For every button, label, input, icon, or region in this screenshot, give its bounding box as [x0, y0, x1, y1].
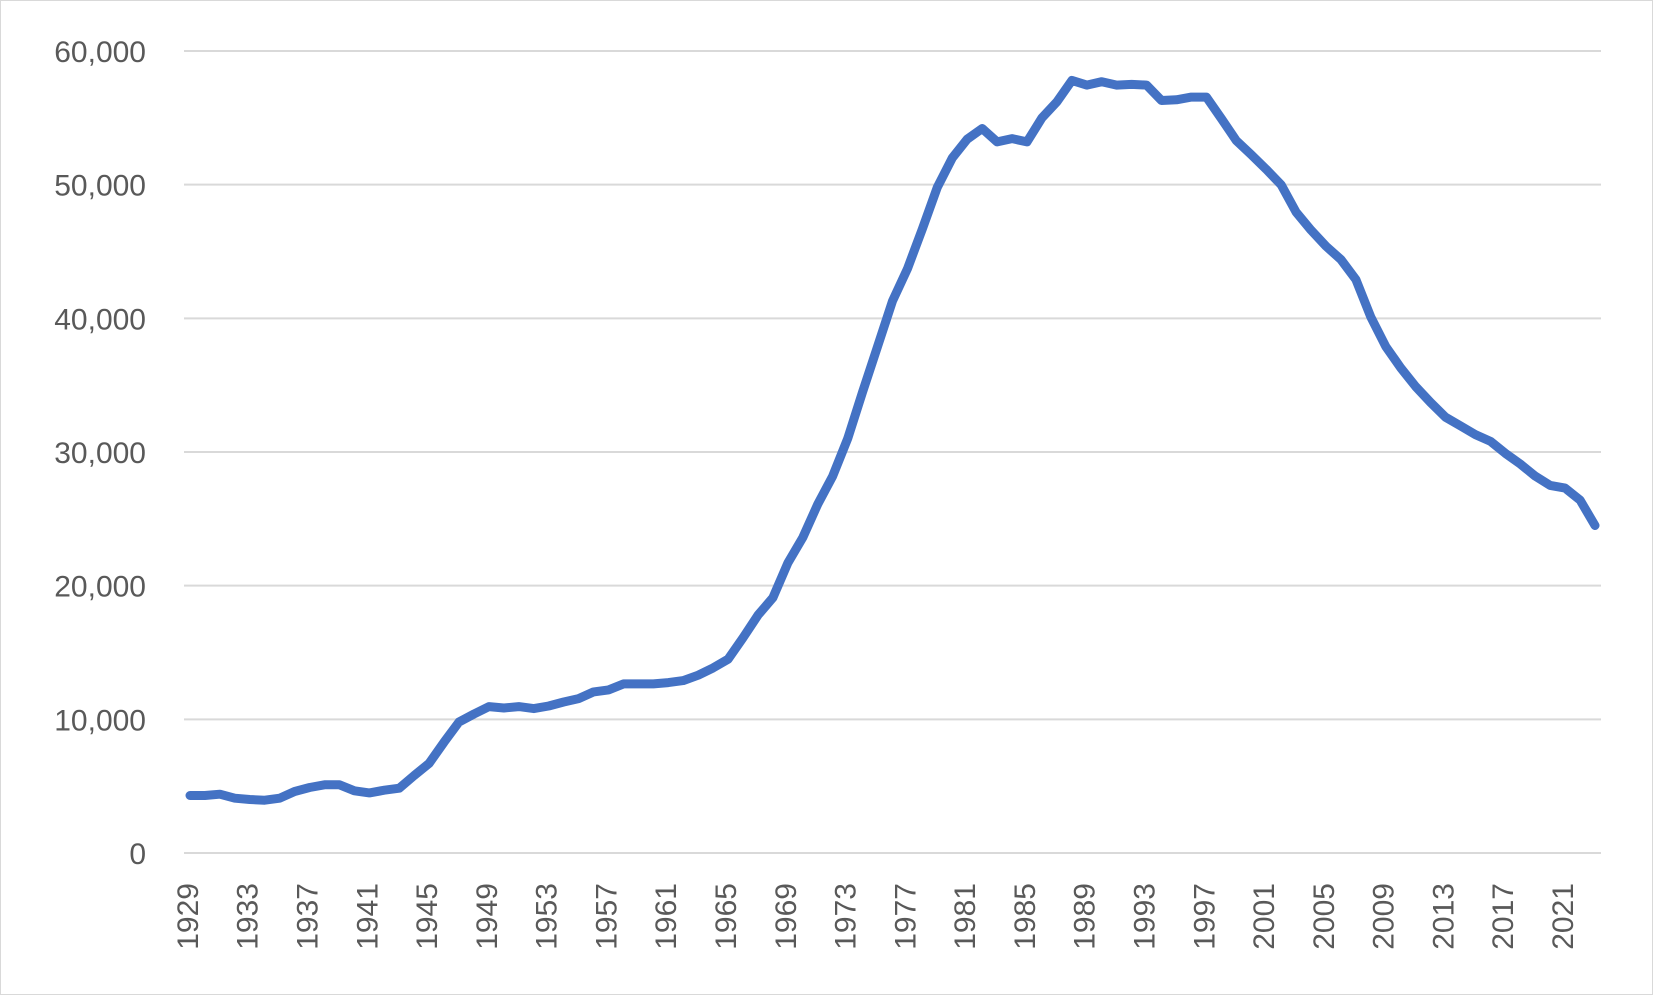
x-axis-tick-labels: 1929 1933 1937 1941 1945 1949 1953 1957 1961 1965…: [172, 883, 1580, 950]
x-tick-label: 2013: [1427, 883, 1460, 950]
x-tick-label: 1933: [232, 883, 265, 950]
y-tick-label: 60,000: [54, 36, 146, 69]
x-tick-label: 1993: [1129, 883, 1162, 950]
x-tick-label: 1961: [650, 883, 683, 950]
x-tick-label: 1973: [830, 883, 863, 950]
x-tick-label: 1953: [531, 883, 564, 950]
y-tick-label: 10,000: [54, 704, 146, 737]
x-tick-label: 1941: [351, 883, 384, 950]
y-tick-label: 40,000: [54, 303, 146, 336]
x-tick-label: 2017: [1487, 883, 1520, 950]
x-tick-label: 2021: [1547, 883, 1580, 950]
gridlines: [184, 50, 1601, 854]
x-tick-label: 2001: [1248, 883, 1281, 950]
x-tick-label: 1977: [889, 883, 922, 950]
x-tick-label: 1981: [949, 883, 982, 950]
y-tick-label: 30,000: [54, 437, 146, 470]
x-tick-label: 1949: [471, 883, 504, 950]
x-tick-label: 1945: [411, 883, 444, 950]
x-tick-label: 1957: [590, 883, 623, 950]
y-tick-label: 0: [129, 838, 146, 871]
x-tick-label: 1989: [1069, 883, 1102, 950]
y-tick-label: 20,000: [54, 571, 146, 604]
x-tick-label: 2005: [1308, 883, 1341, 950]
x-tick-label: 1985: [1009, 883, 1042, 950]
series-line: [185, 75, 1600, 805]
x-tick-label: 1965: [710, 883, 743, 950]
x-tick-label: 2009: [1368, 883, 1401, 950]
x-tick-label: 1929: [172, 883, 205, 950]
x-tick-label: 1997: [1188, 883, 1221, 950]
y-tick-label: 50,000: [54, 170, 146, 203]
x-tick-label: 1969: [770, 883, 803, 950]
series-layer: [185, 75, 1600, 805]
y-axis-tick-labels: 0 10,000 20,000 30,000 40,000 50,000 60,000: [54, 36, 146, 871]
x-tick-label: 1937: [291, 883, 324, 950]
